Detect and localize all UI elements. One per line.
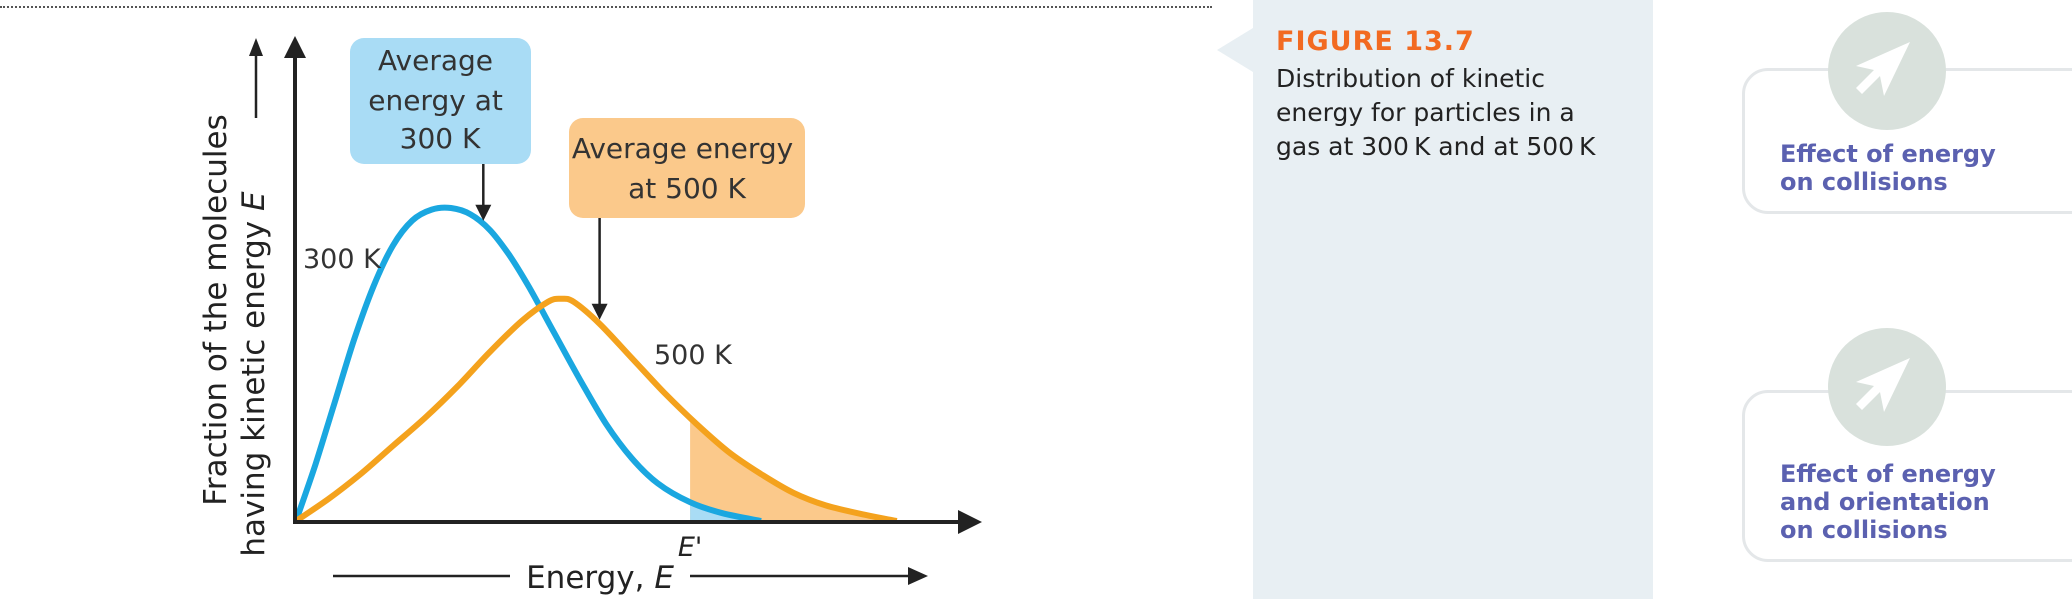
link2-line1: Effect of energy <box>1780 460 1996 488</box>
link-card-energy-collisions[interactable] <box>1742 68 2072 214</box>
y-axis-label-var: E <box>236 191 272 211</box>
tail-area-500k <box>690 417 897 521</box>
y-axis-label-line1: Fraction of the molecules <box>198 114 234 505</box>
x-axis-label-text: Energy, <box>526 560 654 596</box>
kinetic-energy-chart: Energy, E Fraction of the molecules havi… <box>198 36 982 596</box>
threshold-label: E' <box>678 532 702 563</box>
x-direction-arrowhead <box>908 567 928 585</box>
average-300k-line2: energy at <box>368 84 503 117</box>
link2-line3: on collisions <box>1780 516 1948 544</box>
average-300k-line3: 300 K <box>400 122 481 155</box>
x-axis-arrowhead <box>958 510 982 534</box>
average-300k-line1: Average <box>378 44 493 77</box>
arrow-cursor-icon-svg <box>1856 358 1910 412</box>
link-label-energy-collisions[interactable]: Effect of energy on collisions <box>1780 140 1996 196</box>
curve-500k <box>294 295 898 524</box>
figure-caption: Distribution of kinetic energy for parti… <box>1276 64 1596 161</box>
average-500k-line1: Average energy <box>572 132 793 165</box>
average-500k-callout-box <box>569 118 805 218</box>
average-300k-callout-box <box>350 38 531 164</box>
arrow-cursor-icon[interactable] <box>1828 12 1946 130</box>
average-300k-arrowhead <box>475 204 492 221</box>
average-500k-line2: at 500 K <box>628 172 746 205</box>
y-axis-label-line2: having kinetic energy E <box>236 191 272 557</box>
caption-panel <box>1253 0 1653 599</box>
x-axis-label: Energy, E <box>526 560 674 596</box>
arrow-cursor-icon-svg <box>1856 42 1910 96</box>
average-500k-callout-text: Average energy at 500 K <box>572 132 802 205</box>
figure-number: FIGURE 13.7 <box>1276 26 1475 57</box>
series-label-300k: 300 K <box>303 244 382 275</box>
average-500k-arrowhead <box>591 303 608 320</box>
top-dotted-rule <box>0 6 1212 8</box>
link-label-energy-orientation-collisions[interactable]: Effect of energy and orientation on coll… <box>1780 460 1996 544</box>
caption-pointer <box>1217 28 1253 72</box>
link1-line2: on collisions <box>1780 168 1948 196</box>
y-axis-arrowhead <box>284 36 306 58</box>
link1-line1: Effect of energy <box>1780 140 1996 168</box>
link2-line2: and orientation <box>1780 488 1990 516</box>
y-direction-arrowhead <box>249 38 263 56</box>
y-axis-label-line2-text: having kinetic energy <box>236 211 272 557</box>
series-label-500k: 500 K <box>654 340 733 371</box>
arrow-cursor-icon[interactable] <box>1828 328 1946 446</box>
x-axis-label-var: E <box>654 560 674 596</box>
curve-300k <box>293 204 762 524</box>
average-300k-callout-text: Average energy at 300 K <box>368 44 512 155</box>
tail-area-300k <box>690 502 762 521</box>
